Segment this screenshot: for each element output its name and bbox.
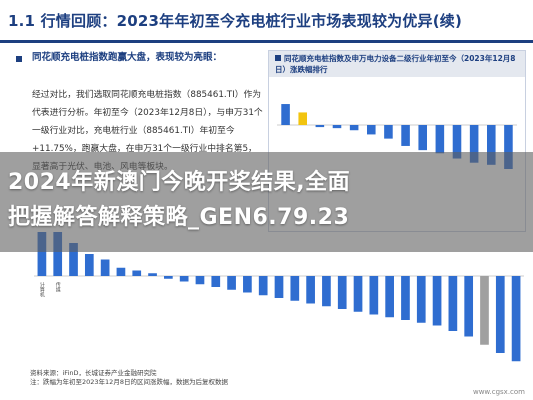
chart-bar [401,125,410,146]
top-bar-chart [277,104,517,169]
chart-bar [290,276,300,301]
overlay-banner [0,152,533,252]
chart-bar [53,232,63,276]
chart-bar [416,276,426,323]
source-line-2: 注：跌幅为年初至2023年12月8日的区间涨跌幅，数据为后复权数据 [30,378,228,386]
category-label: 传媒 [55,281,61,293]
chart-bar [337,276,347,309]
chart-title-text: 同花顺充电桩指数及申万电力设备二级行业年初至今（2023年12月8日）涨跌幅排行 [275,54,516,74]
chart-bar [385,276,394,318]
page-title: 1.1 行情回顾：2023年年初至今充电桩行业市场表现较为优异(续) [8,12,463,30]
chart-bar [432,276,442,326]
chart-bar [469,125,479,163]
chart-bar [452,125,462,159]
chart-bar [274,276,284,298]
chart-bar [353,276,363,312]
chart-bar [243,276,252,293]
chart-bar [480,276,489,345]
chart-bar [211,276,221,287]
source-note: 资料来源：iFinD，长城证券产业金融研究院 注：跌幅为年初至2023年12月8… [30,369,228,387]
chart-bar [306,276,315,304]
chart-bar [418,125,427,151]
chart-bar [464,276,474,337]
chart-bar [281,104,290,125]
chart-bar [179,276,189,282]
chart-bar [84,254,94,276]
category-label: 计算机 [39,281,45,298]
chart-bar [258,276,268,296]
chart-bar [37,232,47,276]
chart-bar [315,125,325,128]
section-heading: 同花顺充电桩指数跑赢大盘，表现较为亮眼： [32,52,223,63]
chart-title: 同花顺充电桩指数及申万电力设备二级行业年初至今（2023年12月8日）涨跌幅排行 [269,51,525,77]
chart-bar [227,276,236,290]
chart-bar [448,276,458,331]
watermark: www.cgsx.com [472,388,525,396]
chart-bar [298,112,307,125]
bullet-marker [16,56,22,62]
chart-bar [148,273,157,276]
chart-bar [369,276,379,315]
chart-bar [384,125,393,139]
title-rule [0,40,533,43]
chart-bar [504,125,513,169]
chart-bar [132,270,142,276]
chart-bar [495,276,505,353]
source-line-1: 资料来源：iFinD，长城证券产业金融研究院 [30,369,157,377]
chart-bar [69,243,78,276]
chart-marker-icon [275,55,281,61]
chart-bar [349,125,359,131]
chart-bar [401,276,410,320]
chart-bar [116,267,126,276]
chart-bar [322,276,331,307]
chart-bar [511,276,521,362]
chart-bar [100,259,110,276]
chart-bar [367,125,376,135]
overlay-text-line-1: 2024年新澳门今晚开奖结果,全面 [8,170,351,195]
title-bar: 1.1 行情回顾：2023年年初至今充电桩行业市场表现较为优异(续) [0,0,533,40]
chart-bar [487,125,496,165]
chart-bar [195,276,205,285]
chart-bar [332,125,342,129]
chart-bar [435,125,445,154]
bottom-bar-chart: 计算机 传媒 [34,232,524,362]
overlay-text-line-2: 把握解答解释策略_GEN6.79.23 [8,205,350,230]
chart-bar [164,276,173,279]
